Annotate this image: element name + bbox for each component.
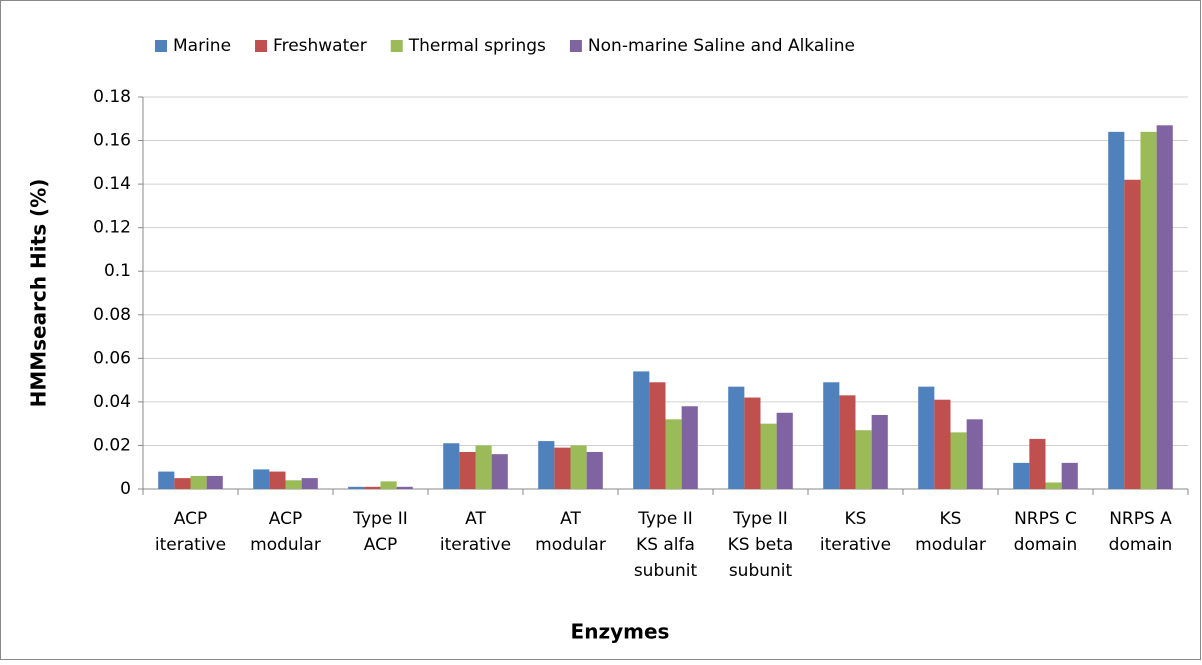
y-tick-label: 0.08	[93, 305, 131, 325]
x-tick-label: Type II KS beta subunit	[728, 509, 794, 581]
bar	[269, 471, 286, 489]
bar	[633, 371, 650, 489]
legend-label: Marine	[173, 36, 231, 56]
y-tick-label: 0.06	[93, 348, 131, 368]
bar	[950, 432, 967, 489]
bar	[348, 486, 365, 489]
bar	[1140, 131, 1157, 489]
bar	[1045, 482, 1062, 489]
legend-label: Freshwater	[273, 36, 367, 56]
bar	[681, 406, 698, 489]
bar	[364, 486, 381, 489]
y-tick-label: 0.04	[93, 392, 131, 412]
legend-swatch	[390, 40, 403, 52]
bar	[554, 447, 571, 489]
bar	[855, 430, 872, 489]
x-tick-label: ACP iterative	[155, 509, 226, 555]
legend-label: Non-marine Saline and Alkaline	[588, 36, 855, 56]
x-tick-label: AT modular	[535, 509, 606, 555]
bar	[285, 480, 302, 489]
x-tick-label: KS modular	[915, 509, 986, 555]
bar	[649, 382, 666, 489]
y-tick-label: 0.12	[93, 218, 131, 238]
bar	[1029, 438, 1046, 489]
y-tick-label: 0.18	[93, 87, 131, 107]
bar	[760, 423, 777, 489]
bar	[1013, 462, 1030, 489]
bar	[1124, 179, 1141, 489]
y-tick-label: 0.16	[93, 131, 131, 151]
x-tick-label: AT iterative	[440, 509, 511, 555]
x-tick-label: Type II ACP	[352, 509, 407, 555]
y-tick-label: 0.02	[93, 435, 131, 455]
x-tick-label: Type II KS alfa subunit	[634, 509, 698, 581]
bar	[380, 481, 397, 489]
bar	[459, 451, 476, 489]
bar	[839, 395, 856, 489]
bar	[158, 471, 175, 489]
bar	[665, 419, 682, 489]
bar	[491, 454, 508, 489]
legend-swatch	[255, 40, 268, 52]
legend-label: Thermal springs	[408, 36, 546, 56]
bar	[776, 412, 793, 489]
bar	[253, 469, 270, 489]
bar	[744, 397, 761, 489]
bar	[570, 445, 587, 489]
y-axis-title: HMMsearch Hits (%)	[27, 179, 51, 408]
bar	[728, 386, 745, 489]
bar	[538, 441, 555, 489]
legend-swatch	[569, 40, 582, 52]
bar	[396, 486, 413, 489]
bar	[190, 475, 207, 489]
x-axis-title: Enzymes	[571, 620, 670, 644]
y-tick-label: 0.14	[93, 174, 131, 194]
bar	[443, 443, 460, 489]
bar	[174, 478, 191, 489]
bar	[1061, 462, 1078, 489]
bar	[475, 445, 492, 489]
bar	[586, 451, 603, 489]
bar	[966, 419, 983, 489]
x-tick-label: KS iterative	[820, 509, 891, 555]
bar	[206, 475, 223, 489]
bar	[823, 382, 840, 489]
y-tick-label: 0	[120, 479, 131, 499]
x-tick-label: ACP modular	[250, 509, 321, 555]
bar	[871, 414, 888, 489]
bar	[934, 399, 951, 489]
bar	[918, 386, 935, 489]
bar	[301, 478, 318, 489]
bar	[1156, 125, 1173, 490]
legend-swatch	[155, 40, 167, 52]
y-tick-label: 0.1	[104, 261, 131, 281]
bar	[1108, 131, 1125, 489]
